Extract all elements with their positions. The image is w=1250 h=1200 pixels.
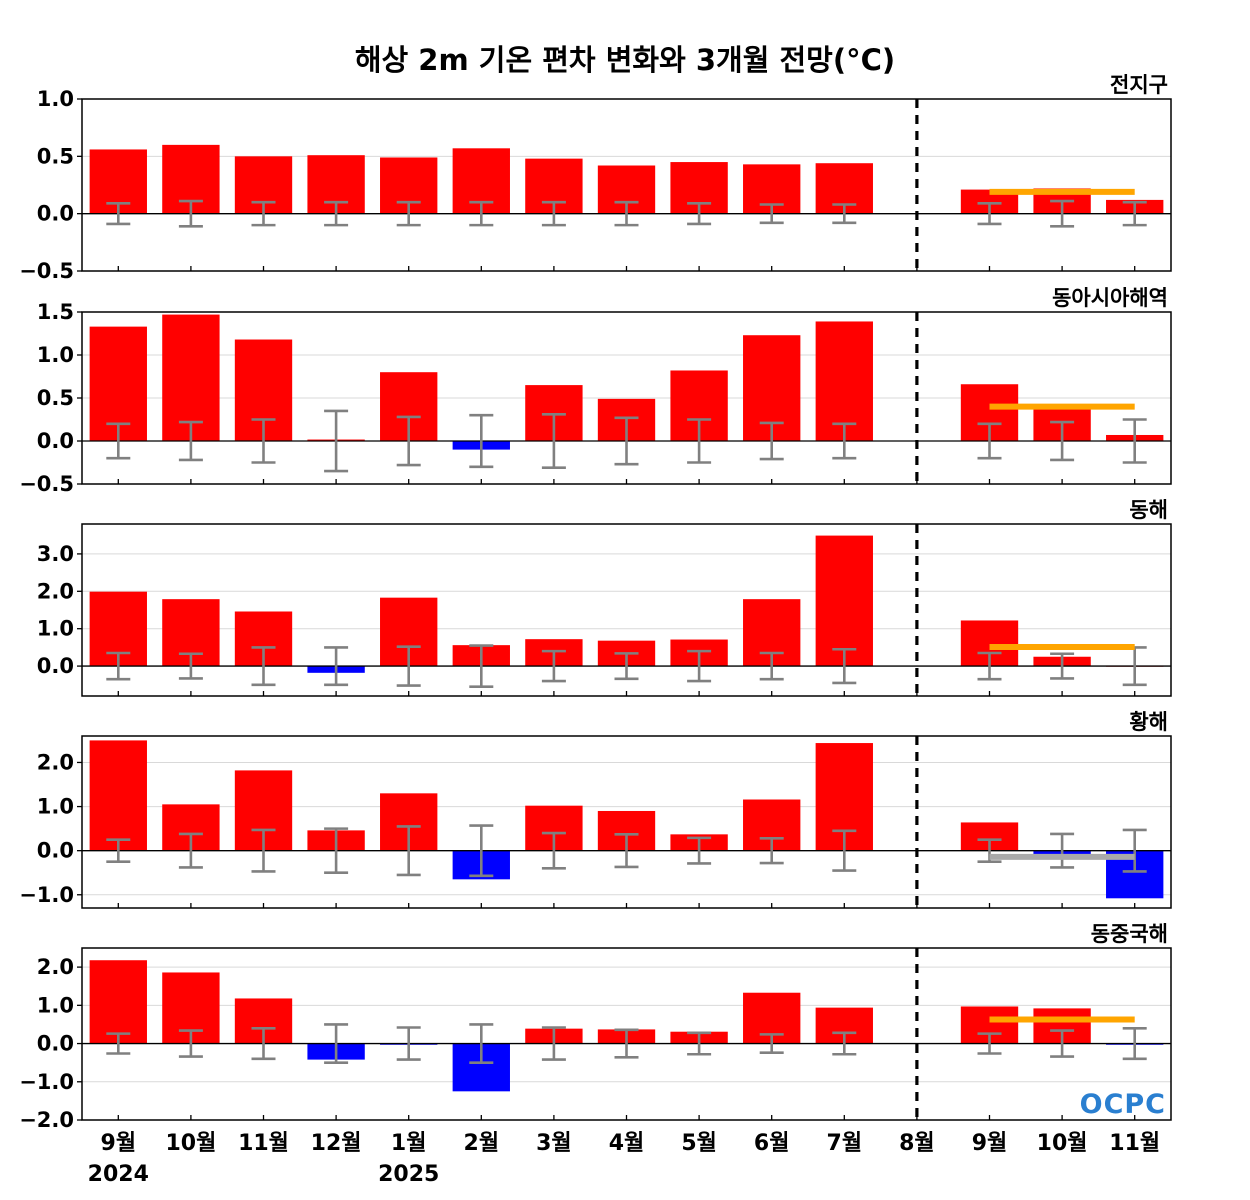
x-tick-label: 2월 [464,1131,500,1156]
y-tick-label: 0.5 [37,386,74,410]
x-tick-label: 9월 [972,1131,1008,1156]
x-tick-label: 11월 [1109,1131,1160,1156]
region-label: 황해 [1129,710,1168,734]
x-tick-label: 4월 [609,1131,645,1156]
y-tick-label: 3.0 [37,542,74,566]
y-tick-label: 0.5 [37,144,74,168]
year-label: 2025 [378,1162,439,1187]
panel-2: −0.5 0.0 0.5 1.0 1.5 동아시아해역 [19,286,1172,496]
y-tick-label: −1.0 [19,883,74,907]
y-tick-label: 2.0 [37,955,74,979]
x-tick-label: 10월 [165,1131,216,1156]
x-tick-label: 3월 [536,1131,572,1156]
y-tick-label: 0.0 [37,1032,74,1056]
region-label: 동중국해 [1091,922,1168,946]
y-tick-label: 0.0 [37,654,74,678]
bar [89,740,147,851]
ocpc-logo: OCPC [1080,1089,1166,1120]
region-label: 동아시아해역 [1052,286,1168,310]
y-tick-label: 1.0 [37,617,74,641]
x-tick-label: 1월 [391,1131,427,1156]
y-tick-label: −0.5 [19,472,74,496]
panels: −0.5 0.0 0.5 1.0 전지구 −0.5 0.0 0.5 1.0 1.5 동아시아해역 0.… [19,73,1172,1132]
x-tick-label: 6월 [754,1131,790,1156]
bar [815,535,873,667]
y-tick-label: 1.0 [37,795,74,819]
x-tick-label: 12월 [311,1131,362,1156]
y-tick-label: 1.5 [37,300,74,324]
panel-5: −2.0 −1.0 0.0 1.0 2.0 동중국해 [19,922,1172,1132]
y-tick-label: 2.0 [37,750,74,774]
y-tick-label: 1.0 [37,343,74,367]
x-tick-label: 7월 [827,1131,863,1156]
y-tick-label: 0.0 [37,429,74,453]
chart-title: 해상 2m 기온 편차 변화와 3개월 전망(°C) [355,43,895,77]
panel-3: 0.0 1.0 2.0 3.0 동해 [37,498,1172,697]
x-axis-labels: 9월 10월 11월 12월 1월 2월 3월 4월 5월 6월 7월 8월 9월 10월 11월 2024 2… [88,1131,1160,1187]
x-tick-label: 9월 [101,1131,137,1156]
x-tick-label: 5월 [681,1131,717,1156]
y-tick-label: 0.0 [37,202,74,226]
bar [815,321,873,441]
x-tick-label: 10월 [1037,1131,1088,1156]
x-tick-label: 8월 [899,1131,935,1156]
region-label: 동해 [1129,498,1168,522]
panel-1: −0.5 0.0 0.5 1.0 전지구 [19,73,1172,283]
y-tick-label: −2.0 [19,1108,74,1132]
y-tick-label: −0.5 [19,259,74,283]
y-tick-label: 1.0 [37,993,74,1017]
y-tick-label: −1.0 [19,1070,74,1094]
year-label: 2024 [88,1162,149,1187]
bar [89,960,147,1044]
y-tick-label: 2.0 [37,579,74,603]
region-label: 전지구 [1110,73,1168,97]
bar [89,326,147,441]
x-tick-label: 11월 [238,1131,289,1156]
panel-4: −1.0 0.0 1.0 2.0 황해 [19,710,1172,909]
y-tick-label: 1.0 [37,87,74,111]
bar [162,314,220,441]
y-tick-label: 0.0 [37,839,74,863]
